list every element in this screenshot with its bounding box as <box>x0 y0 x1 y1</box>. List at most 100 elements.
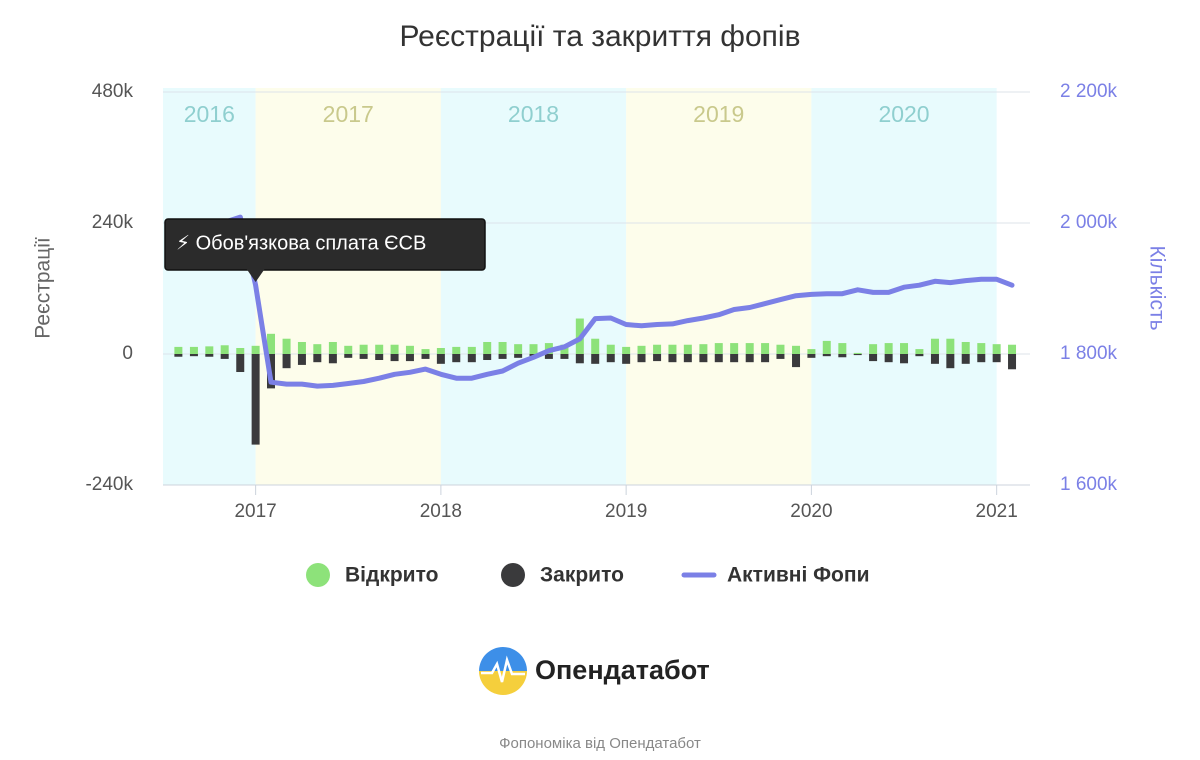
bar <box>282 354 291 369</box>
y2-tick-label: 1 600k <box>1060 474 1118 495</box>
bar <box>344 345 353 354</box>
bar <box>699 354 708 363</box>
bar <box>668 354 677 363</box>
bar <box>405 345 414 354</box>
bar <box>452 354 461 363</box>
bar <box>961 341 970 354</box>
bar <box>390 354 399 362</box>
bar <box>838 354 847 358</box>
bar <box>900 354 909 364</box>
bar <box>436 347 445 354</box>
bar <box>653 354 662 362</box>
bar <box>869 344 878 354</box>
legend-label: Відкрито <box>345 564 438 587</box>
legend-label: Закрито <box>540 564 624 587</box>
y2-tick-label: 2 000k <box>1060 212 1118 233</box>
bar <box>977 343 986 354</box>
legend-item[interactable]: Закрито <box>501 563 624 587</box>
y2-axis-label: Кількість <box>1145 245 1168 330</box>
bar <box>992 354 1001 363</box>
bar <box>745 343 754 354</box>
bar <box>591 338 600 354</box>
bar <box>313 344 322 354</box>
bar <box>359 354 368 359</box>
bar <box>637 345 646 354</box>
bar <box>900 343 909 354</box>
bar <box>529 344 538 354</box>
bar <box>297 354 306 365</box>
bar <box>977 354 986 363</box>
legend-item[interactable]: Активні Фопи <box>681 564 869 587</box>
bar <box>421 349 430 354</box>
bar <box>205 354 214 357</box>
bar <box>560 354 569 359</box>
y-axis-label: Реєстрації <box>32 237 55 339</box>
annotation-box <box>164 218 486 271</box>
footer: Фопономіка від Опендатабот <box>499 735 701 752</box>
bar <box>776 354 785 359</box>
bar <box>637 354 646 363</box>
bar <box>606 344 615 354</box>
bar <box>683 344 692 354</box>
bar <box>189 346 198 354</box>
bar <box>869 354 878 362</box>
bar <box>622 354 631 364</box>
legend-marker <box>501 563 525 587</box>
bar <box>745 354 754 363</box>
bar <box>761 354 770 363</box>
bar <box>946 338 955 354</box>
y-tick-label: 480k <box>92 81 134 102</box>
bar <box>236 347 245 354</box>
year-band <box>163 88 256 485</box>
year-band <box>440 88 627 485</box>
legend-marker <box>306 563 330 587</box>
bar <box>761 343 770 354</box>
legend-label: Активні Фопи <box>727 564 869 587</box>
bar <box>436 354 445 364</box>
logo-icon <box>479 647 527 695</box>
bar <box>390 344 399 354</box>
bar <box>668 344 677 354</box>
bar <box>467 354 476 363</box>
logo: Опендатабот <box>479 647 710 695</box>
bar <box>220 354 229 359</box>
bar <box>313 354 322 363</box>
bar <box>483 341 492 354</box>
bar <box>930 354 939 364</box>
band-label: 2017 <box>323 101 374 127</box>
bar <box>251 354 260 445</box>
bar <box>174 354 183 357</box>
bar <box>282 338 291 354</box>
bar <box>544 354 553 359</box>
bar <box>838 343 847 354</box>
bar <box>915 349 924 354</box>
y-tick-label: -240k <box>85 474 133 495</box>
bar <box>792 354 801 368</box>
bar <box>514 344 523 354</box>
bar <box>792 345 801 354</box>
bar <box>421 354 430 359</box>
bar <box>699 344 708 354</box>
bar <box>498 354 507 359</box>
bar <box>807 349 816 354</box>
bar <box>930 338 939 354</box>
bar <box>220 345 229 354</box>
x-tick-label: 2020 <box>790 501 832 522</box>
bar <box>189 354 198 357</box>
bar <box>236 354 245 373</box>
chart-title: Реєстрації та закриття фопів <box>399 20 800 53</box>
bar <box>884 354 893 363</box>
bar <box>946 354 955 369</box>
bar <box>884 343 893 354</box>
bar <box>653 344 662 354</box>
bar <box>467 346 476 354</box>
bar <box>714 354 723 363</box>
brand-name: Опендатабот <box>535 655 710 685</box>
x-tick-label: 2019 <box>605 501 647 522</box>
bar <box>776 344 785 354</box>
bar <box>405 354 414 362</box>
annotation-text: ⚡ Обов'язкова сплата ЄСВ <box>176 232 426 254</box>
legend-item[interactable]: Відкрито <box>306 563 438 587</box>
y2-tick-label: 2 200k <box>1060 81 1118 102</box>
